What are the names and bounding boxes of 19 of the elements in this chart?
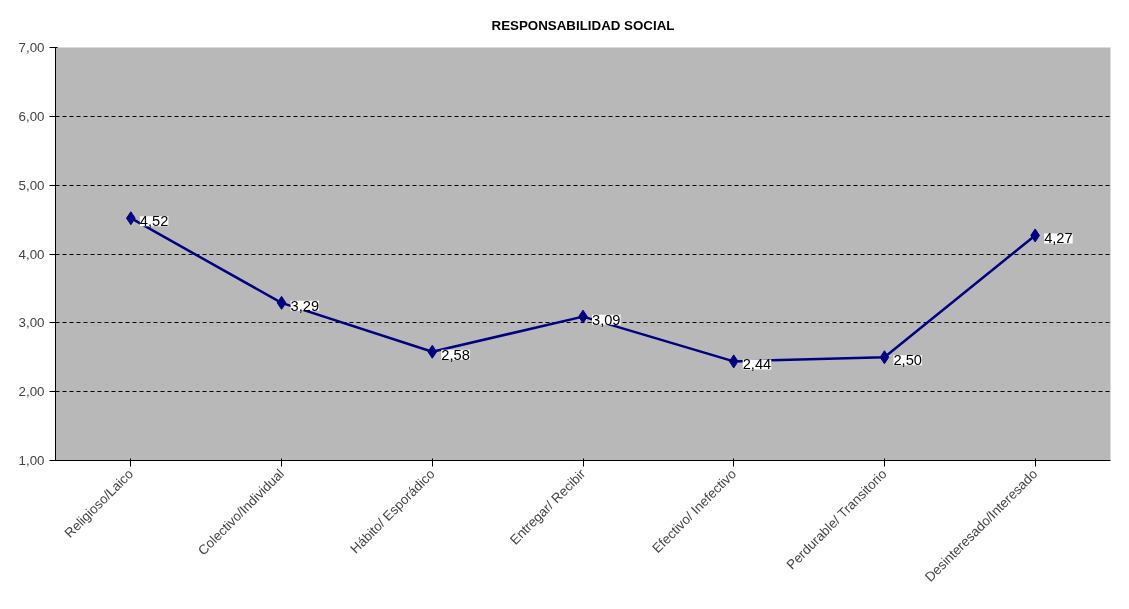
data-label: 2,50 <box>893 352 922 369</box>
point <box>728 354 739 369</box>
y-tick-label: 1,00 <box>18 453 45 468</box>
data-label: 2,44 <box>742 356 772 373</box>
y-tick-label: 3,00 <box>18 315 45 331</box>
y-tick-label: 4,00 <box>18 246 45 262</box>
data-label: 3,09 <box>592 311 621 328</box>
data-label: 4,27 <box>1044 230 1073 247</box>
point <box>427 344 438 359</box>
y-tick-label: 2,00 <box>18 384 45 400</box>
y-tick-label: 7,00 <box>18 40 45 55</box>
point <box>276 295 287 310</box>
data-label: 3,29 <box>290 297 320 314</box>
chart-title: RESPONSABILIDAD SOCIAL <box>491 17 675 33</box>
y-tick-label: 5,00 <box>18 177 45 193</box>
data-label: 4,52 <box>139 213 169 230</box>
data-label: 2,58 <box>441 346 470 363</box>
point <box>879 350 890 365</box>
y-tick-label: 6,00 <box>18 108 45 124</box>
